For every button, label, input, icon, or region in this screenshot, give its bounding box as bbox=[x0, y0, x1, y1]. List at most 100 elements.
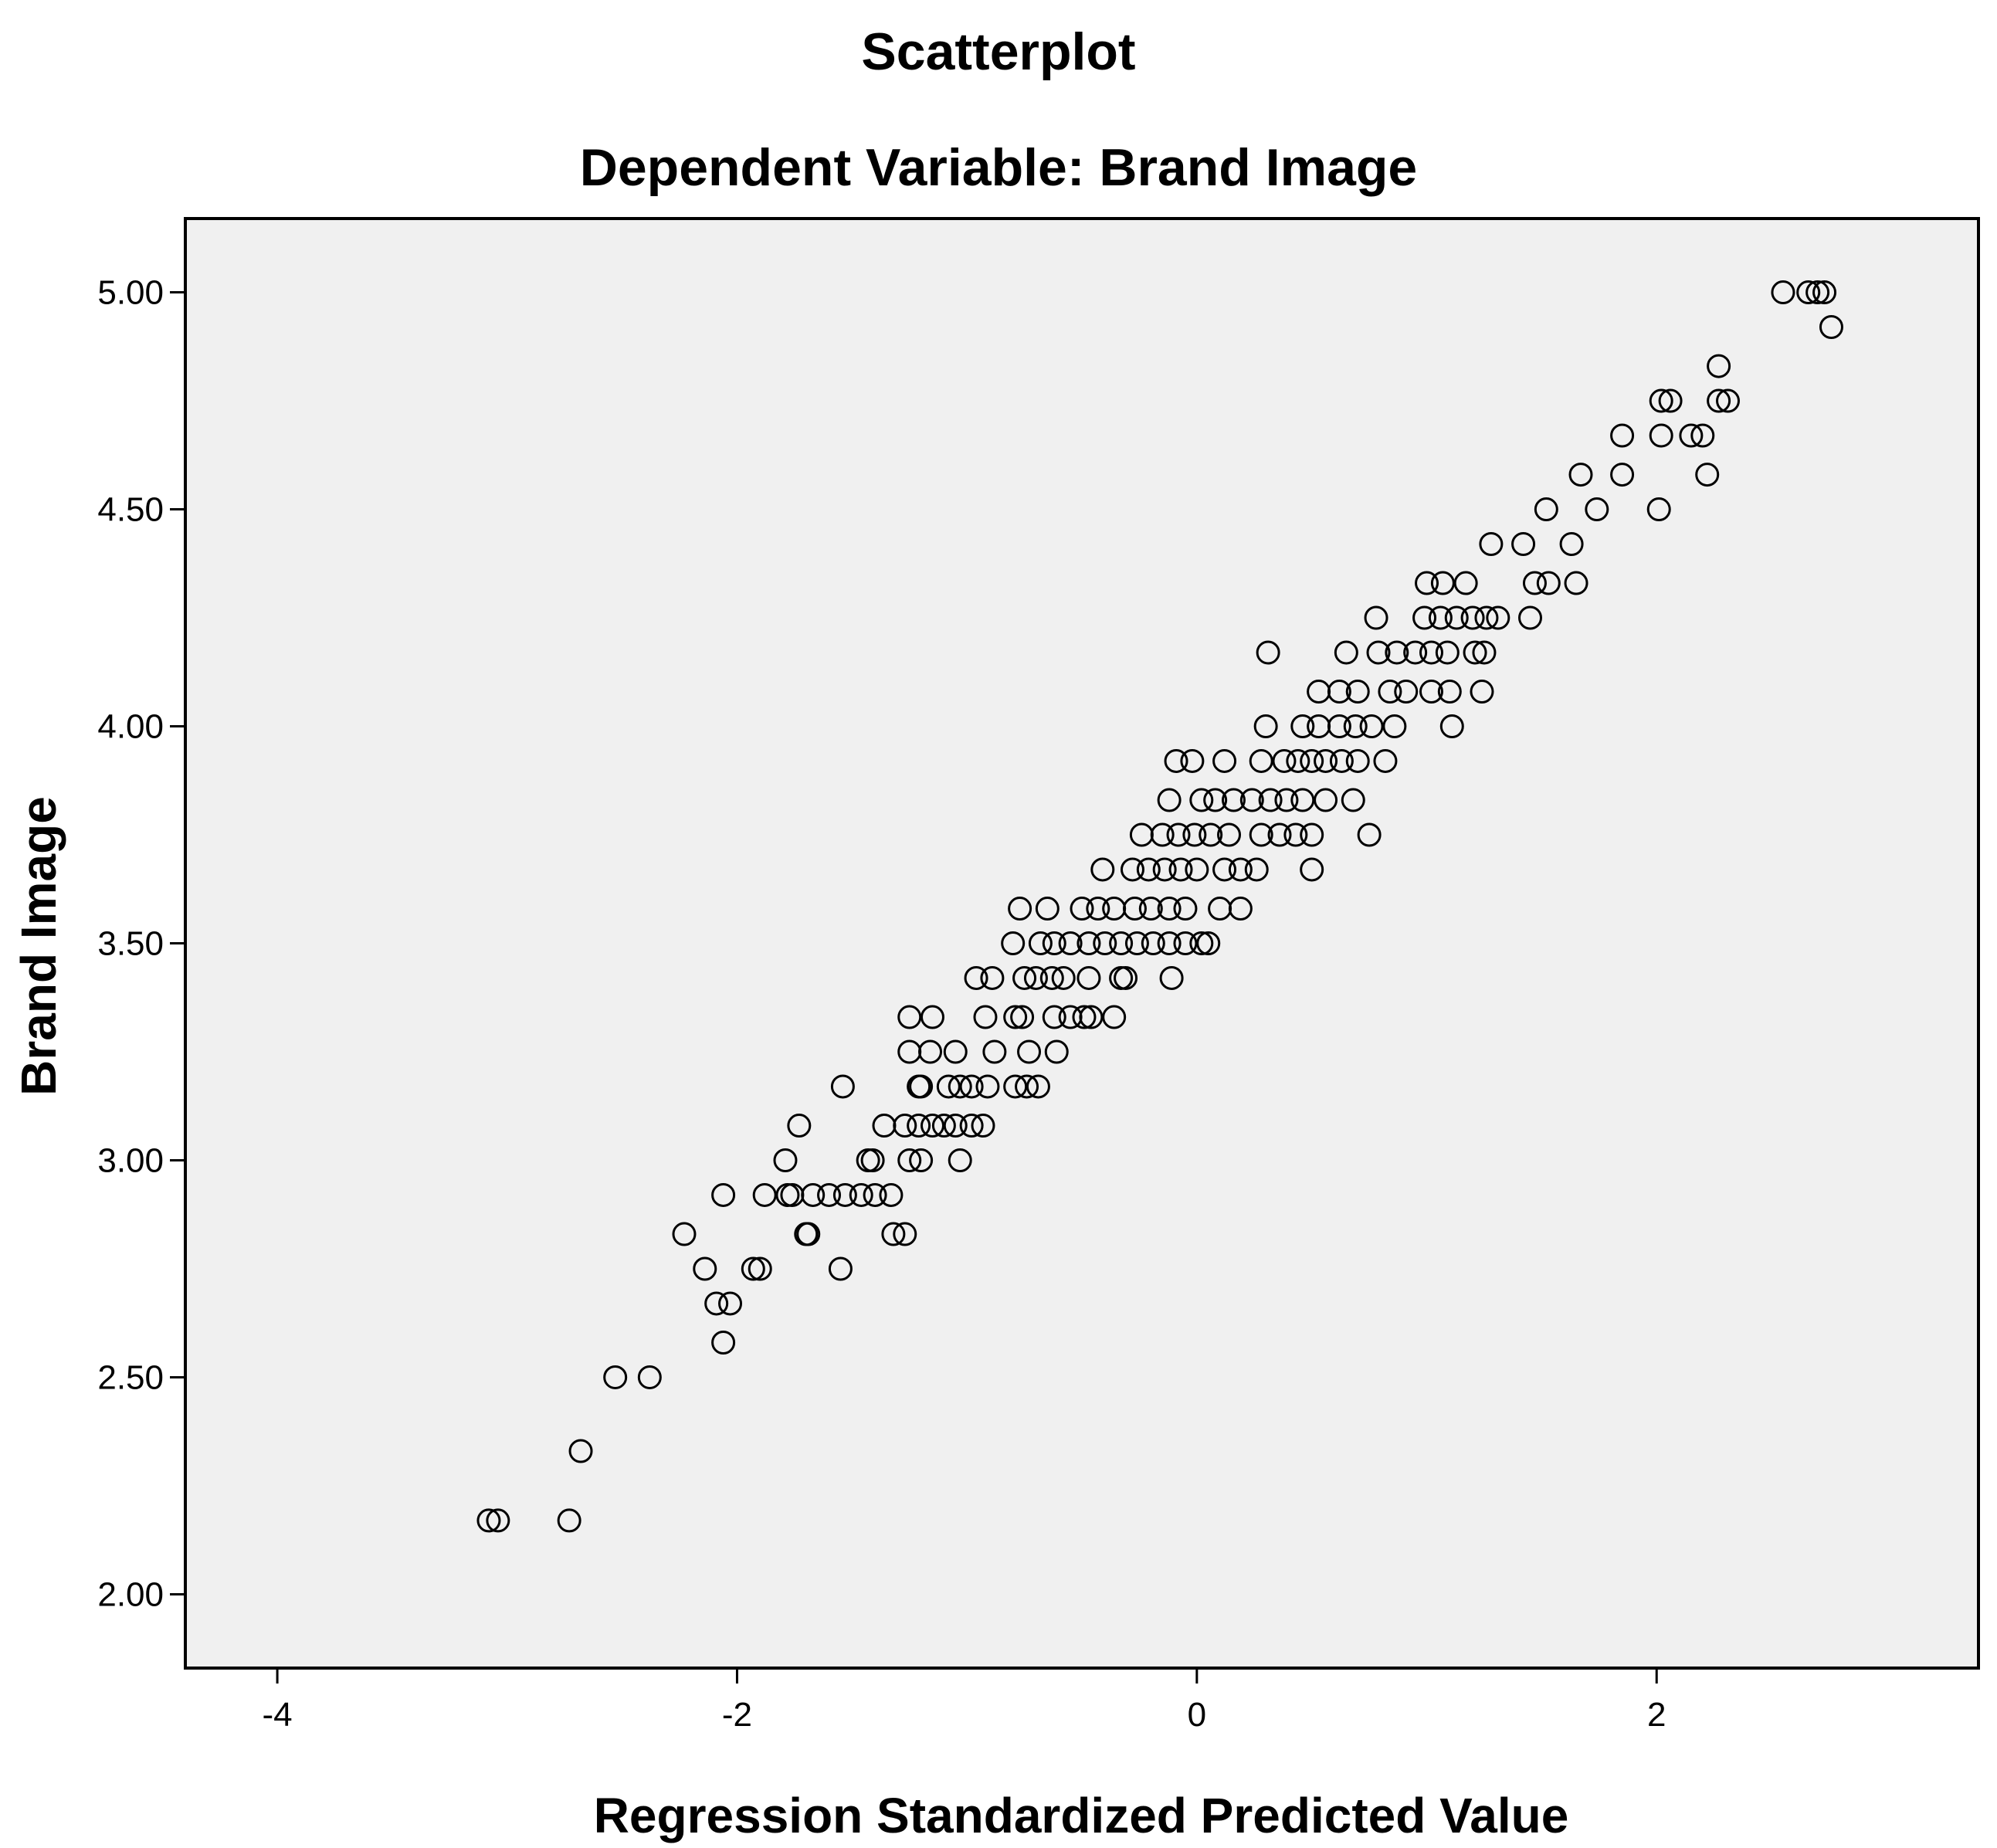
data-point bbox=[1474, 605, 1499, 630]
data-point bbox=[1300, 857, 1324, 882]
data-point bbox=[1039, 965, 1064, 990]
data-point bbox=[1042, 931, 1066, 955]
data-point bbox=[1164, 748, 1188, 773]
data-point bbox=[1212, 748, 1237, 773]
data-point bbox=[1403, 640, 1428, 665]
data-point bbox=[1419, 680, 1443, 704]
data-point bbox=[1072, 1005, 1097, 1029]
y-tick-label: 4.00 bbox=[97, 708, 164, 746]
data-point bbox=[1189, 931, 1214, 955]
data-point bbox=[1109, 931, 1134, 955]
data-point bbox=[1819, 314, 1843, 339]
data-point bbox=[1646, 497, 1671, 522]
data-point bbox=[1058, 931, 1083, 955]
data-point bbox=[1290, 714, 1315, 739]
data-point bbox=[693, 1256, 717, 1281]
data-point bbox=[1090, 857, 1115, 882]
data-point bbox=[748, 1256, 772, 1281]
x-tick-label: 2 bbox=[1647, 1696, 1666, 1734]
data-point bbox=[787, 1114, 812, 1138]
data-point bbox=[1051, 965, 1076, 990]
data-point bbox=[752, 1182, 777, 1207]
data-point bbox=[1044, 1039, 1069, 1064]
data-point bbox=[1157, 897, 1182, 921]
data-point bbox=[1707, 388, 1731, 413]
data-point bbox=[1253, 714, 1278, 739]
data-point bbox=[849, 1182, 873, 1207]
data-point bbox=[1327, 714, 1351, 739]
y-axis: 2.00 2.50 3.00 3.50 4.00 4.50 5.00 bbox=[97, 274, 185, 1613]
data-point bbox=[830, 1074, 855, 1099]
data-point bbox=[1076, 931, 1101, 955]
data-point bbox=[1357, 822, 1382, 847]
data-point bbox=[1345, 680, 1370, 704]
data-point bbox=[1168, 857, 1193, 882]
data-points bbox=[476, 280, 1843, 1533]
data-point bbox=[1314, 788, 1338, 812]
data-point bbox=[964, 965, 988, 990]
data-point bbox=[1796, 280, 1821, 305]
data-point bbox=[879, 1182, 904, 1207]
data-point bbox=[476, 1508, 501, 1533]
data-point bbox=[1385, 640, 1409, 665]
data-point bbox=[704, 1291, 729, 1316]
data-point bbox=[948, 1148, 972, 1172]
data-point bbox=[1345, 748, 1370, 773]
data-point bbox=[1366, 640, 1391, 665]
data-point bbox=[1419, 640, 1443, 665]
data-point bbox=[1472, 640, 1497, 665]
data-point bbox=[1470, 680, 1494, 704]
data-point bbox=[801, 1182, 826, 1207]
data-point bbox=[943, 1039, 968, 1064]
data-point bbox=[1430, 571, 1455, 595]
data-point bbox=[1150, 822, 1175, 847]
data-point bbox=[741, 1256, 765, 1281]
data-point bbox=[1463, 640, 1487, 665]
data-point bbox=[1173, 931, 1198, 955]
data-point bbox=[1585, 497, 1609, 522]
data-point bbox=[1564, 571, 1588, 595]
chart-title: Scatterplot bbox=[861, 22, 1136, 81]
data-point bbox=[1300, 748, 1324, 773]
data-point bbox=[1212, 857, 1237, 882]
data-point bbox=[1486, 605, 1510, 630]
data-point bbox=[973, 1005, 998, 1029]
data-point bbox=[711, 1331, 736, 1355]
data-point bbox=[828, 1256, 853, 1281]
data-point bbox=[1378, 680, 1402, 704]
data-point bbox=[936, 1074, 961, 1099]
data-point bbox=[1010, 1005, 1035, 1029]
data-point bbox=[1093, 931, 1117, 955]
data-point bbox=[897, 1148, 922, 1172]
data-point bbox=[1412, 605, 1437, 630]
data-point bbox=[1228, 897, 1253, 921]
data-point bbox=[1479, 531, 1504, 556]
data-point bbox=[909, 1074, 934, 1099]
y-tick-label: 4.50 bbox=[97, 491, 164, 529]
data-point bbox=[1023, 965, 1048, 990]
data-point bbox=[959, 1074, 984, 1099]
data-point bbox=[1286, 748, 1310, 773]
data-point bbox=[1182, 822, 1207, 847]
data-point bbox=[1228, 857, 1253, 882]
data-point bbox=[1001, 931, 1026, 955]
data-point bbox=[1003, 1074, 1028, 1099]
y-axis-title: Brand Image bbox=[11, 796, 66, 1096]
data-point bbox=[1122, 897, 1147, 921]
data-point bbox=[1102, 1005, 1127, 1029]
data-point bbox=[1152, 857, 1177, 882]
data-point bbox=[1173, 897, 1198, 921]
data-point bbox=[982, 1039, 1007, 1064]
data-point bbox=[1012, 965, 1037, 990]
data-point bbox=[1394, 680, 1419, 704]
y-tick-label: 5.00 bbox=[97, 274, 164, 312]
data-point bbox=[1300, 822, 1324, 847]
data-point bbox=[1196, 931, 1221, 955]
data-point bbox=[1610, 463, 1635, 487]
data-point bbox=[1435, 640, 1460, 665]
data-point bbox=[603, 1365, 628, 1389]
data-point bbox=[773, 1148, 798, 1172]
data-point bbox=[1373, 748, 1398, 773]
data-point bbox=[1028, 931, 1053, 955]
